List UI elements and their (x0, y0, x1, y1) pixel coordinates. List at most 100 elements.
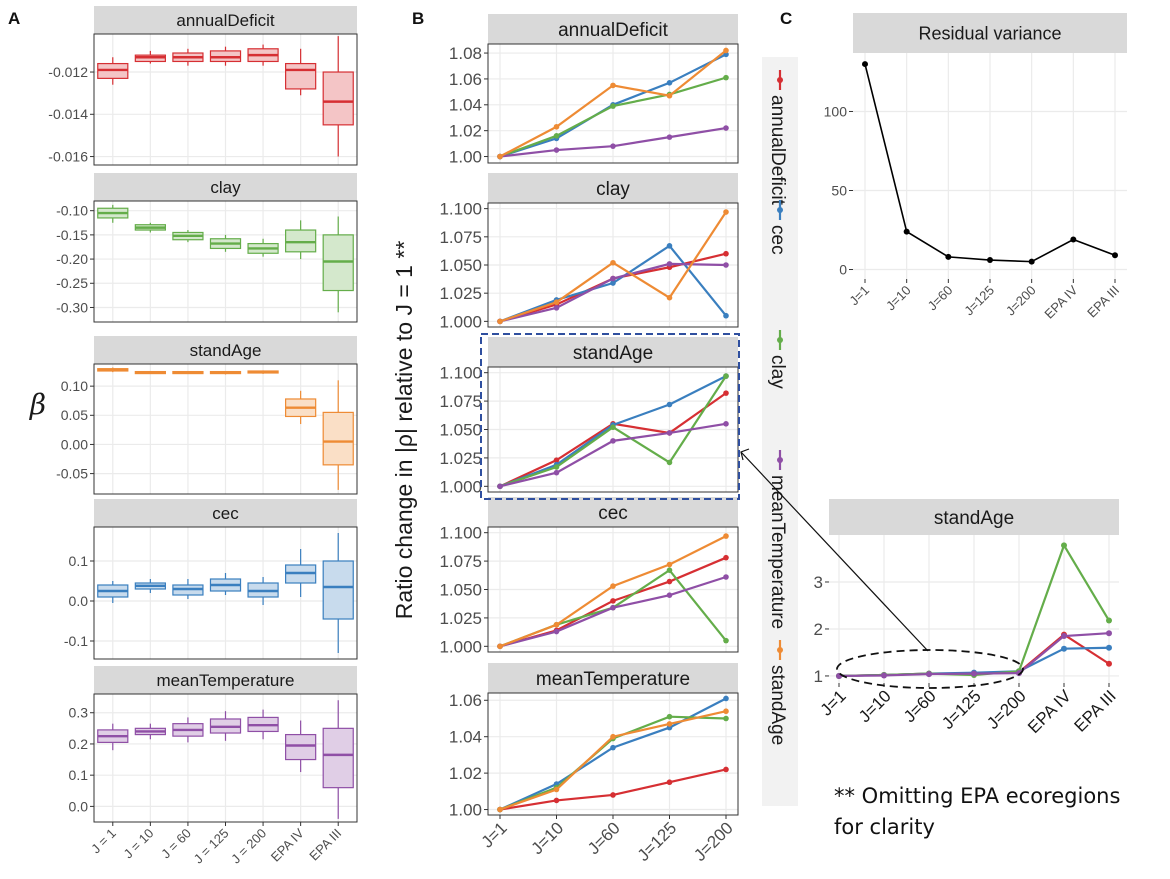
tick-label-x: EPA III (306, 826, 344, 864)
data-point-meanTemperature (723, 262, 729, 268)
data-point-meanTemperature (723, 574, 729, 580)
legend-label-meanTemperature: meanTemperature (767, 475, 788, 629)
tick-label-y: 1.100 (439, 200, 482, 219)
tick-label-y: 1.000 (439, 477, 482, 496)
legend-label-annualDeficit: annualDeficit (767, 95, 788, 206)
tick-label-x: EPA IV (1024, 686, 1075, 737)
facet-strip-annualdeficit (94, 6, 357, 34)
tick-label-y: 2 (814, 620, 823, 639)
panel-border (487, 202, 739, 328)
legend-label-cec: cec (767, 225, 788, 255)
tick-label-y: 1 (814, 667, 823, 686)
data-point-standAge (610, 733, 616, 740)
data-point-standAge (723, 708, 729, 715)
tick-label-y: 3 (814, 573, 823, 592)
data-point-meanTemperature (926, 671, 932, 678)
data-point-annualDeficit (1106, 660, 1112, 667)
legend-key-point-standAge (777, 647, 783, 653)
data-point-meanTemperature (666, 261, 673, 267)
data-point-residual-variance (862, 61, 868, 68)
data-point-meanTemperature (610, 604, 616, 611)
tick-label-y: -0.012 (48, 64, 88, 80)
footnote-line-1: ** Omitting EPA ecoregions (834, 784, 1120, 808)
tick-label-y: -0.30 (56, 299, 88, 315)
tick-label-y: 0.10 (61, 378, 88, 394)
box-body (285, 733, 317, 761)
tick-label-y: 50 (831, 182, 847, 198)
tick-label-y: 1.100 (439, 524, 482, 543)
tick-label-y: 0.05 (61, 407, 88, 423)
tick-label-y: 1.075 (439, 228, 482, 247)
legend-key-point-clay (777, 337, 783, 343)
tick-label-x: J=10 (527, 818, 567, 858)
data-point-annualDeficit (666, 578, 673, 585)
tick-label-y: 1.06 (449, 70, 482, 89)
data-point-meanTemperature (1106, 630, 1112, 637)
facet-title-cec: cec (598, 503, 628, 524)
data-point-cec (666, 80, 673, 86)
legend-label-clay: clay (767, 355, 788, 389)
facet-title-residual-variance: Residual variance (918, 23, 1061, 43)
tick-label-y: 0.2 (69, 736, 89, 752)
data-point-meanTemperature (723, 125, 729, 131)
highlight-box-standage (480, 333, 740, 500)
data-point-standAge (610, 583, 616, 589)
data-point-standAge (666, 294, 673, 301)
data-point-meanTemperature (881, 672, 887, 679)
box-body (322, 411, 354, 466)
data-point-cec (1106, 644, 1112, 651)
facet-title-meantemperature: meanTemperature (536, 669, 690, 690)
tick-label-x: J=60 (900, 686, 940, 726)
data-point-standAge (497, 318, 503, 325)
tick-label-x: J = 200 (228, 826, 269, 867)
facet-strip-meantemperature (94, 666, 357, 694)
tick-label-y: -0.20 (56, 251, 88, 267)
panel-c: Residual variance 0 50 100 J=1 J=10 J=60 J=125 J… (780, 9, 1127, 322)
box-body (285, 229, 317, 253)
data-point-annualDeficit (723, 250, 729, 257)
data-point-clay (610, 424, 616, 431)
facet-title-standage: standAge (573, 343, 653, 364)
tick-label-y: 1.000 (439, 312, 482, 331)
tick-label-x: J=125 (961, 283, 997, 319)
data-point-residual-variance (1112, 252, 1118, 259)
tick-label-x: J=1 (478, 818, 511, 851)
data-point-clay (723, 74, 729, 81)
tick-label-x: J = 10 (121, 826, 157, 862)
box-body (322, 727, 354, 789)
tick-label-y: 1.06 (449, 691, 482, 710)
data-point-clay (610, 103, 616, 109)
tick-label-x: J=60 (584, 818, 624, 858)
data-point-standAge (553, 621, 560, 628)
facet-strip-cec (94, 499, 357, 527)
panel-border (487, 43, 739, 164)
data-point-meanTemperature (610, 143, 616, 149)
data-point-residual-variance (945, 253, 952, 260)
data-point-standAge (497, 643, 503, 650)
box-body (322, 560, 354, 620)
data-point-annualDeficit (723, 390, 729, 396)
data-point-clay (666, 459, 673, 466)
data-point-clay (723, 715, 729, 722)
data-point-clay (723, 637, 729, 644)
data-point-standAge (666, 561, 673, 568)
data-point-clay (666, 713, 673, 720)
box-body (285, 62, 317, 90)
data-point-annualDeficit (610, 792, 616, 798)
facet-title-annualdeficit: annualDeficit (558, 20, 669, 41)
legend-key-point-cec (777, 207, 783, 213)
data-point-clay (1106, 617, 1112, 624)
facet-title-clay: clay (210, 178, 241, 197)
tick-label-y: -0.15 (56, 227, 88, 243)
tick-label-x: J=10 (883, 283, 914, 314)
panel-label-b: B (412, 9, 424, 28)
tick-label-y: 1.04 (449, 96, 482, 115)
data-point-standAge (666, 92, 673, 99)
tick-label-x: EPA IV (1041, 282, 1080, 321)
data-point-meanTemperature (553, 147, 560, 153)
data-point-standAge (723, 47, 729, 54)
box-body (322, 71, 354, 126)
panel-border (487, 526, 739, 653)
facet-strip-annualdeficit (488, 14, 738, 44)
data-point-annualDeficit (666, 779, 673, 786)
